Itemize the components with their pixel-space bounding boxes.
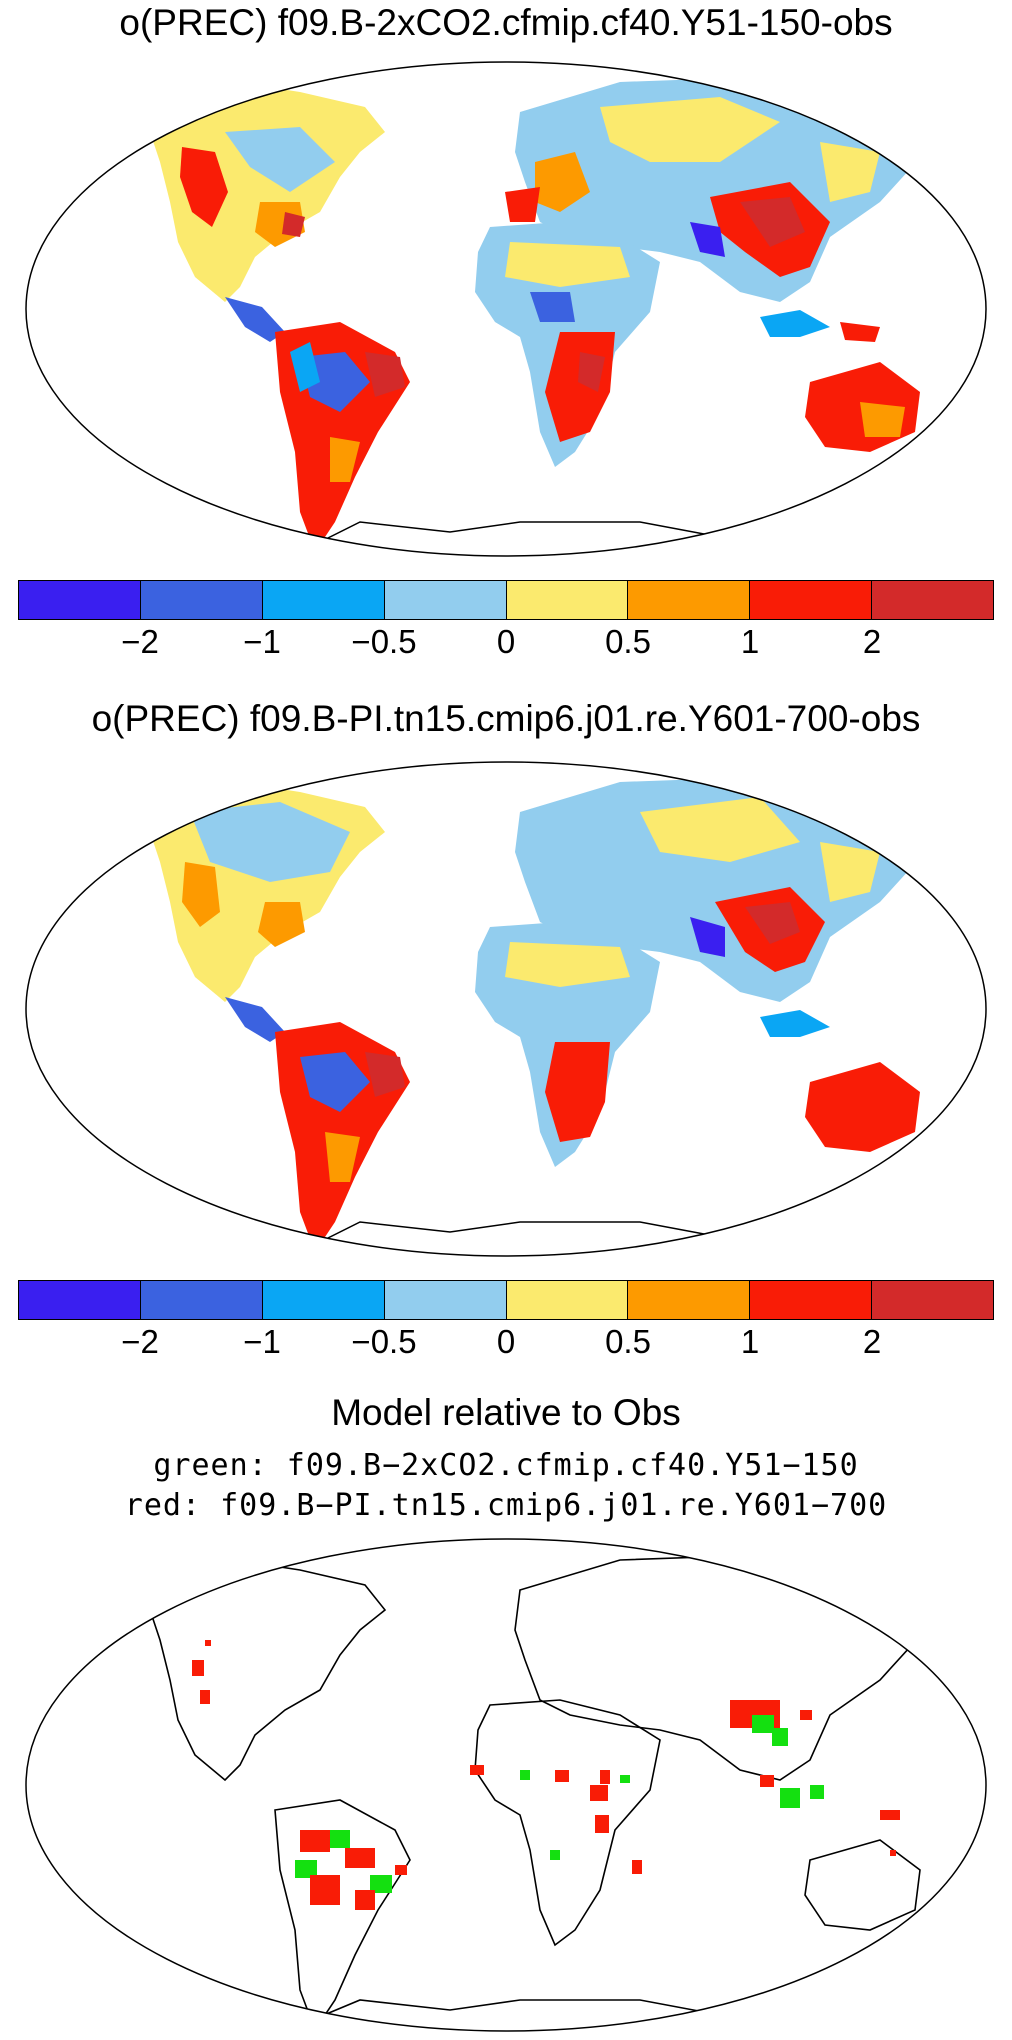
colorbar-box	[506, 581, 629, 619]
colorbar-box	[750, 581, 873, 619]
panel-1-colorbar-ticks: −2 −1 −0.5 0 0.5 1 2	[18, 623, 994, 667]
panel-2-colorbar	[18, 1280, 994, 1320]
north-america	[150, 82, 385, 302]
colorbar-box	[262, 1281, 385, 1319]
colorbar-tick: 2	[862, 1323, 882, 1360]
panel-2-title: o(PREC) f09.B-PI.tn15.cmip6.j01.re.Y601-…	[91, 698, 921, 739]
panel-1-colorbar	[18, 580, 994, 620]
colorbar-box	[506, 1281, 629, 1319]
colorbar-box	[872, 581, 993, 619]
south-america-outline	[274, 1799, 411, 2031]
comparison-red-label: red: f09.B−PI.tn15.cmip6.j01.re.Y601−700	[124, 1488, 888, 1523]
colorbar-box	[384, 1281, 507, 1319]
colorbar-box	[750, 1281, 873, 1319]
panel-2-colorbar-ticks: −2 −1 −0.5 0 0.5 1 2	[18, 1323, 994, 1367]
colorbar-tick: −0.5	[351, 1323, 417, 1360]
colorbar-box	[628, 1281, 751, 1319]
colorbar-box	[140, 1281, 263, 1319]
comparison-map	[25, 1538, 987, 2032]
colorbar-tick: −1	[243, 623, 281, 660]
comparison-title: Model relative to Obs	[331, 1392, 681, 1433]
colorbar-box	[19, 1281, 141, 1319]
colorbar-tick: 1	[740, 623, 760, 660]
colorbar-tick: −1	[243, 1323, 281, 1360]
colorbar-tick: 2	[862, 623, 882, 660]
colorbar-tick: 0.5	[605, 623, 651, 660]
panel-1-title: o(PREC) f09.B-2xCO2.cfmip.cf40.Y51-150-o…	[119, 2, 893, 43]
australia-outline	[804, 1839, 921, 1931]
colorbar-box	[872, 1281, 993, 1319]
africa-outline	[474, 1699, 661, 1947]
colorbar-tick: 0.5	[605, 1323, 651, 1360]
panel-2-map	[25, 761, 987, 1257]
colorbar-tick: 1	[740, 1323, 760, 1360]
colorbar-box	[140, 581, 263, 619]
colorbar-box	[19, 581, 141, 619]
comparison-green-label: green: f09.B−2xCO2.cfmip.cf40.Y51−150	[153, 1448, 859, 1483]
north-america-outline	[149, 1559, 387, 1782]
colorbar-tick: 0	[496, 623, 516, 660]
colorbar-box	[262, 581, 385, 619]
colorbar-tick: −2	[121, 623, 159, 660]
colorbar-box	[384, 581, 507, 619]
panel-1-map	[25, 61, 987, 557]
colorbar-tick: −2	[121, 1323, 159, 1360]
colorbar-box	[628, 581, 751, 619]
colorbar-tick: −0.5	[351, 623, 417, 660]
colorbar-tick: 0	[496, 1323, 516, 1360]
